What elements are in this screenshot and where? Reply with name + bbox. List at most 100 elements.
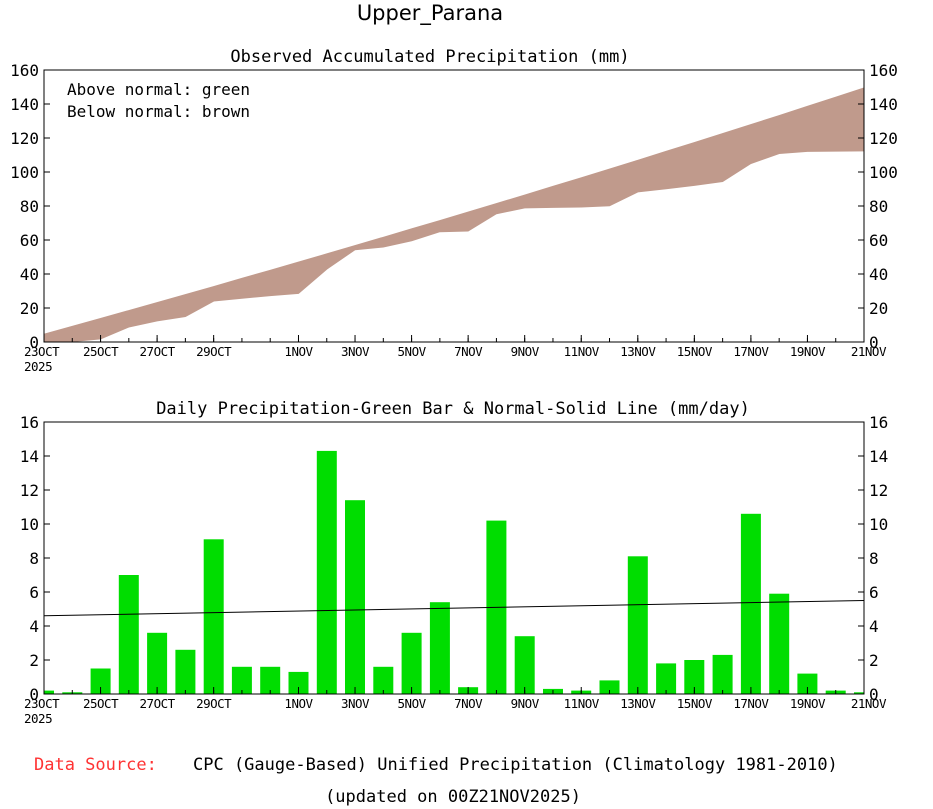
x-tick-label: 1NOV: [284, 344, 313, 359]
x-tick-label: 19NOV: [790, 696, 826, 711]
x-tick-label: 9NOV: [511, 344, 540, 359]
daily-bar: [769, 593, 790, 694]
normal-daily-line: [43, 600, 865, 617]
x-tick-label: 19NOV: [790, 344, 826, 359]
data-source-text: CPC (Gauge-Based) Unified Precipitation …: [193, 755, 838, 775]
x-tick-label: 11NOV: [564, 696, 600, 711]
x-tick-label: 29OCT: [196, 696, 232, 711]
x-tick-label: 3NOV: [341, 344, 370, 359]
y-tick-label-left: 60: [20, 231, 39, 250]
x-tick-label: 5NOV: [398, 344, 427, 359]
y-tick-label-right: 0: [869, 685, 879, 704]
x-tick-label: 11NOV: [564, 344, 600, 359]
x-tick-label: 27OCT: [140, 696, 176, 711]
y-tick-label-right: 80: [869, 197, 888, 216]
daily-bar: [203, 539, 224, 694]
y-tick-label-left: 120: [10, 129, 39, 148]
y-tick-label-right: 4: [869, 617, 879, 636]
y-tick-label-left: 10: [20, 515, 39, 534]
x-tick-label: 13NOV: [620, 344, 656, 359]
x-tick-label: 7NOV: [454, 696, 483, 711]
figure-title: Upper_Parana: [357, 1, 503, 26]
x-tick-label: 15NOV: [677, 344, 713, 359]
y-tick-label-left: 16: [20, 413, 39, 432]
daily-bar: [345, 500, 365, 694]
daily-bar: [231, 666, 252, 694]
x-tick-label: 13NOV: [620, 696, 656, 711]
daily-bar: [599, 680, 620, 694]
daily-bar: [627, 556, 648, 694]
observed-accumulated-line: [43, 150, 865, 343]
x-tick-label: 23OCT: [24, 344, 60, 359]
y-tick-label-right: 12: [869, 481, 888, 500]
x-tick-label: 7NOV: [454, 344, 483, 359]
y-tick-label-right: 16: [869, 413, 888, 432]
x-tick-year-label: 2025: [24, 711, 52, 726]
x-tick-label: 17NOV: [733, 344, 769, 359]
y-tick-label-right: 0: [869, 333, 879, 352]
x-tick-label: 21NOV: [851, 344, 887, 359]
y-tick-label-right: 8: [869, 549, 879, 568]
x-tick-label: 15NOV: [677, 696, 713, 711]
x-tick-year-label: 2025: [24, 359, 52, 374]
x-tick-label: 17NOV: [733, 696, 769, 711]
x-tick-label: 25OCT: [83, 344, 119, 359]
y-tick-label-right: 20: [869, 299, 888, 318]
x-tick-label: 21NOV: [851, 696, 887, 711]
y-tick-label-left: 0: [29, 333, 39, 352]
daily-bar: [656, 663, 677, 694]
below-normal-area: [44, 88, 864, 342]
daily-bar: [118, 575, 139, 694]
x-tick-label: 29OCT: [196, 344, 232, 359]
y-tick-label-right: 6: [869, 583, 879, 602]
daily-bar: [712, 654, 733, 694]
daily-bar: [316, 450, 337, 694]
y-tick-label-left: 8: [29, 549, 39, 568]
x-tick-label: 5NOV: [398, 696, 427, 711]
x-tick-label: 1NOV: [284, 696, 313, 711]
normal-accumulated-line: [43, 87, 865, 335]
y-tick-label-right: 10: [869, 515, 888, 534]
y-tick-label-left: 40: [20, 265, 39, 284]
y-tick-label-left: 4: [29, 617, 39, 636]
daily-bar: [147, 632, 168, 694]
daily-bar: [373, 666, 394, 694]
daily-bar: [740, 513, 761, 694]
y-tick-label-left: 2: [29, 651, 39, 670]
daily-bar: [514, 636, 535, 694]
y-tick-label-right: 40: [869, 265, 888, 284]
daily-bar: [44, 690, 54, 694]
x-tick-label: 9NOV: [511, 696, 540, 711]
daily-bar: [288, 671, 309, 694]
y-tick-label-left: 20: [20, 299, 39, 318]
daily-bar: [90, 668, 111, 694]
daily-bar: [797, 673, 818, 694]
y-tick-label-right: 100: [869, 163, 898, 182]
x-tick-label: 3NOV: [341, 696, 370, 711]
y-tick-label-left: 12: [20, 481, 39, 500]
y-tick-label-left: 160: [10, 61, 39, 80]
daily-chart-title: Daily Precipitation-Green Bar & Normal-S…: [156, 399, 750, 419]
x-tick-label: 27OCT: [140, 344, 176, 359]
y-tick-label-right: 160: [869, 61, 898, 80]
updated-note: (updated on 00Z21NOV2025): [325, 787, 581, 807]
y-tick-label-left: 0: [29, 685, 39, 704]
daily-bar: [401, 632, 422, 694]
daily-bar: [854, 692, 864, 694]
y-tick-label-left: 14: [20, 447, 39, 466]
x-tick-label: 25OCT: [83, 696, 119, 711]
daily-bar: [175, 649, 196, 694]
accumulated-chart-title: Observed Accumulated Precipitation (mm): [230, 47, 629, 67]
daily-bar: [429, 602, 450, 694]
legend-above-normal: Above normal: green: [67, 80, 250, 99]
y-tick-label-right: 140: [869, 95, 898, 114]
daily-bar: [684, 660, 705, 694]
data-source-label: Data Source:: [34, 755, 157, 775]
x-tick-label: 23OCT: [24, 696, 60, 711]
y-tick-label-left: 6: [29, 583, 39, 602]
y-tick-label-left: 80: [20, 197, 39, 216]
y-tick-label-right: 120: [869, 129, 898, 148]
accumulated-precipitation-chart: 0 0 20 20 40 40 60 60 80 80 100 100 120 120 140 140 160 1…: [10, 61, 898, 374]
